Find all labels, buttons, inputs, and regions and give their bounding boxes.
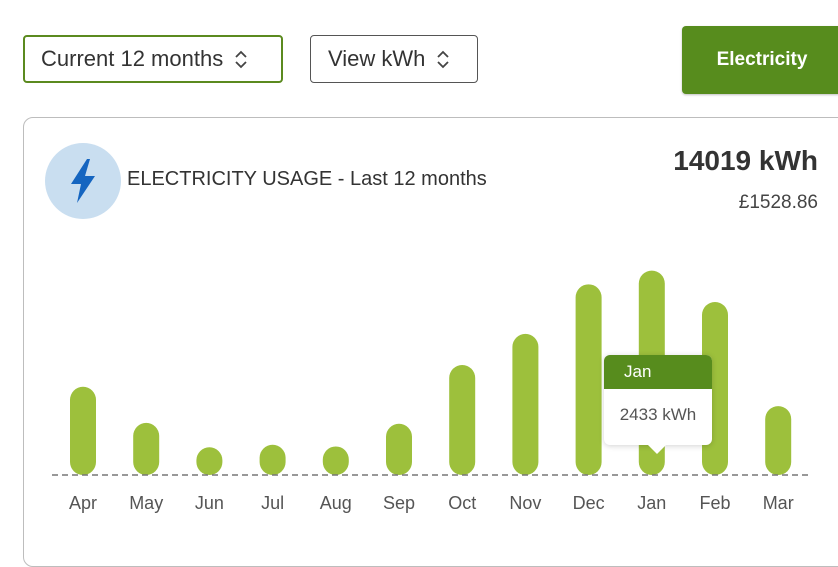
x-tick-label: Nov <box>509 493 541 513</box>
view-select-label: View kWh <box>328 46 426 71</box>
x-tick-label: Aug <box>320 493 352 513</box>
x-tick-label: Oct <box>448 493 476 513</box>
bar-mar[interactable] <box>765 406 792 475</box>
bar-jul[interactable] <box>259 444 286 475</box>
total-usage-kwh: 14019 kWh <box>673 145 818 176</box>
chevron-up-down-icon <box>235 50 247 69</box>
x-tick-label: Apr <box>69 493 97 513</box>
usage-bar-chart: Apr May Jun Jul Aug Sep Oct Nov Dec Jan Feb Mar <box>52 270 812 513</box>
x-tick-label: May <box>129 493 163 513</box>
bar-nov[interactable] <box>512 333 539 475</box>
bar-tooltip: Jan 2433 kWh <box>604 355 712 454</box>
tooltip-pointer <box>647 444 667 454</box>
bar-apr[interactable] <box>70 386 96 475</box>
tooltip-value: 2433 kWh <box>619 405 697 424</box>
lightning-bolt-icon <box>45 143 121 219</box>
total-cost: £1528.86 <box>738 192 818 213</box>
x-tick-label: Sep <box>383 493 415 513</box>
x-tick-label: Dec <box>573 493 605 513</box>
period-select[interactable]: Current 12 months <box>23 35 283 83</box>
x-tick-label: Feb <box>699 493 730 513</box>
x-tick-label: Jan <box>637 493 666 513</box>
bar-dec[interactable] <box>575 284 602 475</box>
x-tick-label: Jul <box>261 493 284 513</box>
view-unit-select[interactable]: View kWh <box>310 35 478 83</box>
period-select-label: Current 12 months <box>41 46 224 71</box>
bar-may[interactable] <box>133 422 160 475</box>
x-tick-label: Jun <box>195 493 224 513</box>
x-tick-label: Mar <box>763 493 794 513</box>
electricity-button[interactable]: Electricity <box>682 26 838 94</box>
chevron-up-down-icon <box>437 50 450 69</box>
bar-sep[interactable] <box>386 423 412 475</box>
card-title: ELECTRICITY USAGE - Last 12 months <box>127 168 487 190</box>
bar-aug[interactable] <box>322 446 349 475</box>
tooltip-month: Jan <box>604 355 712 389</box>
bar-jun[interactable] <box>196 447 223 475</box>
bar-oct[interactable] <box>449 364 476 475</box>
